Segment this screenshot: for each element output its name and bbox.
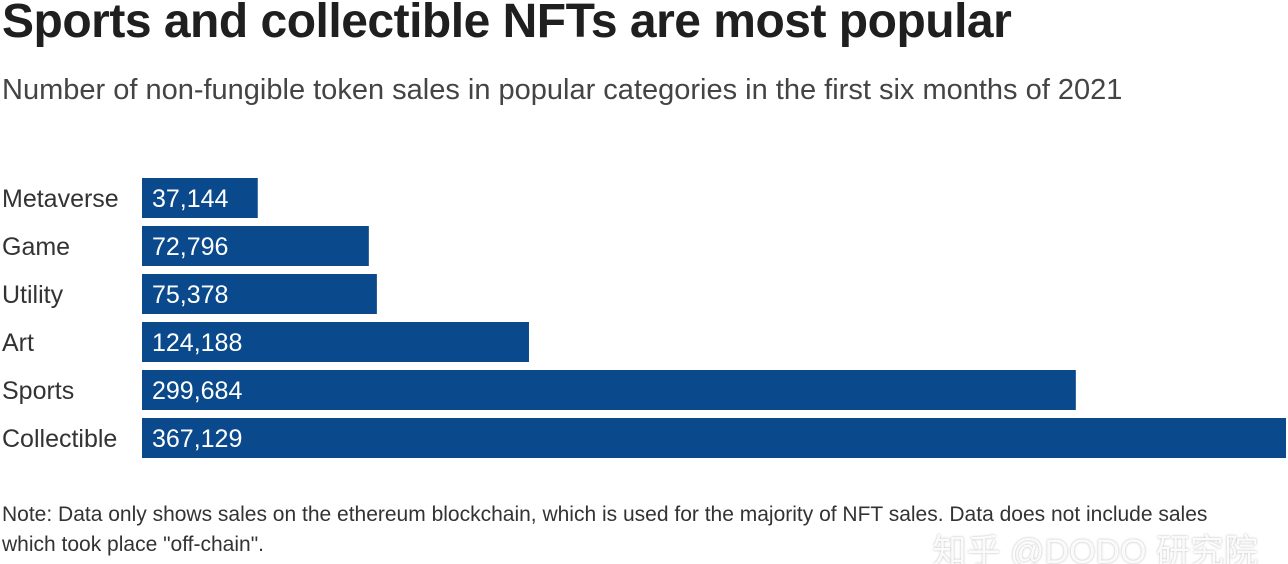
- bar: [142, 226, 369, 266]
- category-label: Collectible: [2, 425, 117, 453]
- bar: [142, 322, 529, 362]
- chart-subtitle: Number of non-fungible token sales in po…: [2, 74, 1123, 106]
- bar: [142, 178, 258, 218]
- bar-value-label: 37,144: [152, 185, 229, 213]
- chart-title: Sports and collectible NFTs are most pop…: [2, 0, 1012, 48]
- bar-value-label: 367,129: [152, 425, 242, 453]
- bar: [142, 274, 377, 314]
- category-label: Art: [2, 329, 34, 357]
- bar-value-label: 75,378: [152, 281, 228, 309]
- bar: [142, 370, 1076, 410]
- bar-value-label: 72,796: [152, 233, 228, 261]
- watermark: 知乎 @DODO 研究院: [932, 533, 1258, 564]
- category-label: Metaverse: [2, 185, 119, 213]
- category-label: Game: [2, 233, 70, 261]
- footnote: Note: Data only shows sales on the ether…: [2, 503, 1208, 556]
- category-label: Utility: [2, 281, 64, 309]
- category-label: Sports: [2, 377, 74, 405]
- bar-value-label: 124,188: [152, 329, 242, 357]
- bar: [142, 418, 1286, 458]
- bar-chart: Metaverse 37,144 Game 72,796 Utility 75,378 Ar…: [2, 178, 1286, 458]
- bar-value-label: 299,684: [152, 377, 242, 405]
